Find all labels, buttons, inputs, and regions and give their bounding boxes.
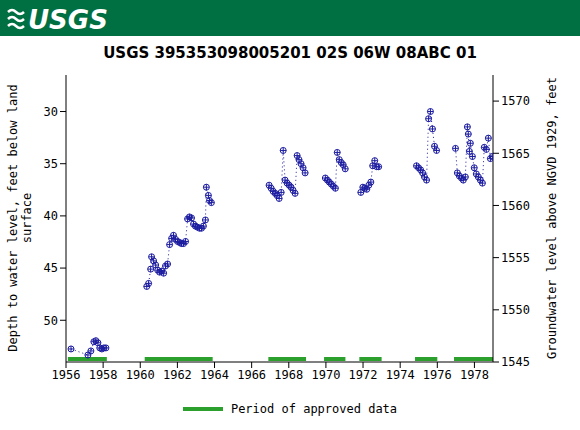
svg-text:1974: 1974 [386,368,415,382]
svg-text:35: 35 [44,157,58,171]
svg-text:1555: 1555 [501,251,530,265]
svg-text:1956: 1956 [52,368,81,382]
svg-text:1962: 1962 [163,368,192,382]
svg-text:1560: 1560 [501,199,530,213]
svg-text:USGS 395353098005201 02S 06W 0: USGS 395353098005201 02S 06W 08ABC 01 [103,44,477,62]
svg-text:1565: 1565 [501,147,530,161]
svg-text:40: 40 [44,209,58,223]
svg-text:1958: 1958 [89,368,118,382]
svg-text:1976: 1976 [423,368,452,382]
svg-text:Depth to water level, feet bel: Depth to water level, feet below landsur… [8,84,34,351]
svg-text:30: 30 [44,105,58,119]
svg-text:USGS: USGS [28,5,108,35]
svg-text:1968: 1968 [274,368,303,382]
svg-text:Groundwater level above NGVD 1: Groundwater level above NGVD 1929, feet [545,77,559,359]
html-text:Period of approved data: Period of approved data [230,402,398,416]
svg-text:50: 50 [44,314,58,328]
svg-text:1966: 1966 [237,368,266,382]
svg-text:45: 45 [44,261,58,275]
svg-text:1972: 1972 [349,368,378,382]
svg-text:1964: 1964 [200,368,229,382]
svg-text:1960: 1960 [126,368,155,382]
svg-text:1545: 1545 [501,355,530,369]
svg-text:1570: 1570 [501,94,530,108]
svg-text:1970: 1970 [311,368,340,382]
svg-text:1978: 1978 [460,368,489,382]
svg-text:1550: 1550 [501,303,530,317]
